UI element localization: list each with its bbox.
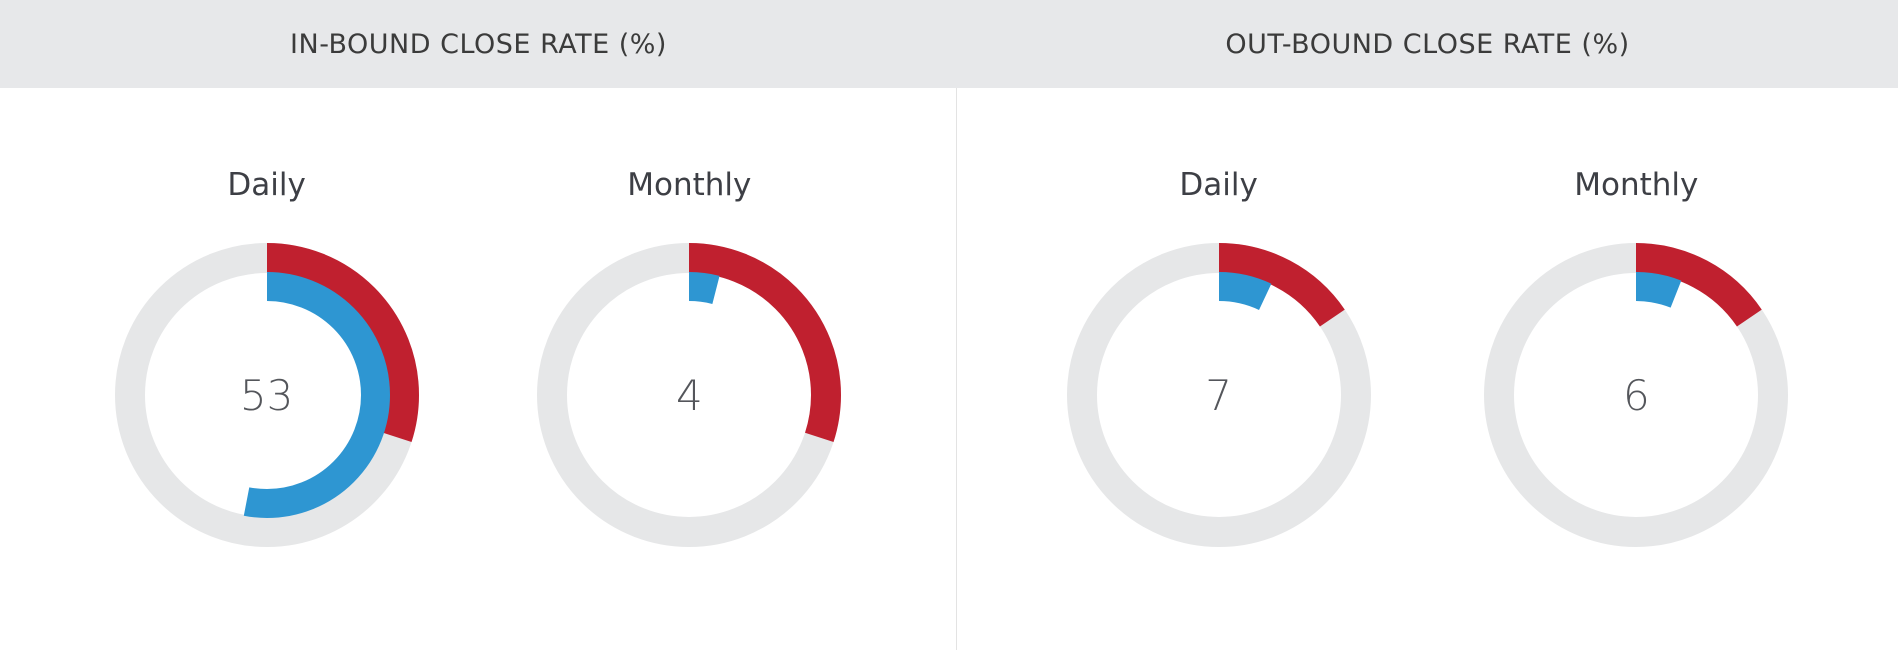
gauge-benchmark-arc [114, 243, 419, 547]
donut-gauge-chart [1484, 243, 1789, 547]
gauge-chart-area: 4 [533, 239, 845, 551]
gauge-benchmark-arc [537, 243, 842, 547]
gauge-card: Daily 53 [111, 170, 423, 551]
gauge-benchmark-arc [1484, 243, 1789, 547]
panel-title-inbound: IN-BOUND CLOSE RATE (%) [290, 28, 667, 60]
gauge-card: Monthly 6 [1480, 170, 1792, 551]
gauge-title: Daily [1179, 167, 1258, 203]
dashboard-header: IN-BOUND CLOSE RATE (%) OUT-BOUND CLOSE … [0, 0, 1898, 88]
inbound-panel: Daily 53 Monthly 4 [0, 88, 957, 650]
gauge-value-arc [1095, 272, 1342, 518]
dashboard-body: Daily 53 Monthly 4 Daily 7 Monthly 6 [0, 88, 1898, 650]
gauge-title: Daily [227, 167, 306, 203]
panel-title-outbound: OUT-BOUND CLOSE RATE (%) [1225, 28, 1630, 60]
donut-gauge-chart [114, 243, 419, 547]
inbound-header-cell: IN-BOUND CLOSE RATE (%) [0, 0, 957, 88]
gauge-benchmark-arc [1066, 243, 1371, 547]
gauge-card: Daily 7 [1063, 170, 1375, 551]
outbound-panel: Daily 7 Monthly 6 [957, 88, 1898, 650]
gauge-chart-area: 6 [1480, 239, 1792, 551]
gauge-chart-area: 53 [111, 239, 423, 551]
gauge-title: Monthly [1574, 167, 1699, 203]
gauge-value-arc [143, 272, 390, 518]
outbound-header-cell: OUT-BOUND CLOSE RATE (%) [957, 0, 1898, 88]
gauge-chart-area: 7 [1063, 239, 1375, 551]
donut-gauge-chart [537, 243, 842, 547]
donut-gauge-chart [1066, 243, 1371, 547]
gauge-value-arc [1513, 272, 1760, 518]
gauge-card: Monthly 4 [533, 170, 845, 551]
gauge-title: Monthly [627, 167, 752, 203]
gauge-value-arc [566, 272, 813, 518]
